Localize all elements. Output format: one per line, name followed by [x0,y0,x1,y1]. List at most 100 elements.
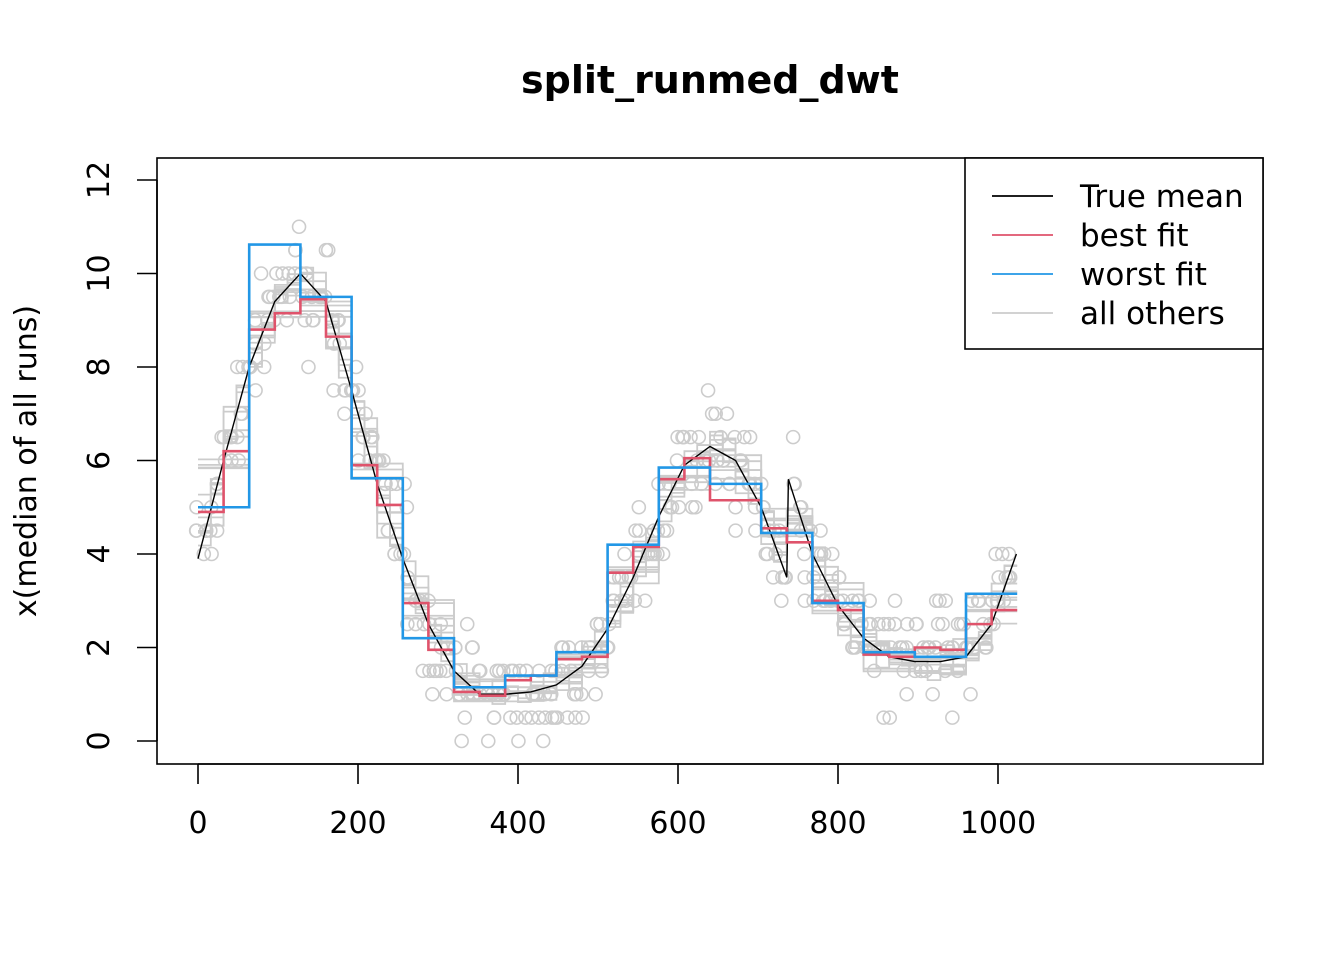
observation-point [248,383,263,398]
observation-point [581,663,596,679]
observation-point [459,616,475,632]
observation-point [684,499,700,515]
observation-point [320,242,336,258]
legend-best-fit-label: best fit [1080,218,1189,254]
observation-point [851,593,867,609]
y-tick-label: 10 [82,254,117,292]
observation-point [465,640,480,655]
observation-point [393,546,408,562]
observation-point [945,710,960,725]
observation-point [397,476,412,492]
observation-point [785,429,801,445]
observation-point [871,616,886,632]
y-axis-label: x(median of all runs) [9,305,44,617]
observation-point [938,593,954,609]
observation-point [511,733,526,749]
observation-point [326,383,341,398]
observation-point [774,593,789,609]
x-tick-label: 1000 [960,806,1036,841]
observation-point [348,359,364,375]
observation-point [297,312,313,328]
observation-point [503,663,519,679]
observation-point [588,686,603,702]
legend-true-mean-label: True mean [1079,179,1244,215]
observation-point [836,616,851,632]
x-tick-label: 400 [489,806,546,841]
observation-point [480,733,496,749]
legend-worst-fit-label: worst fit [1080,257,1207,293]
observation-point [935,616,950,632]
observation-point [509,710,525,725]
observation-point [691,429,707,445]
observation-point [301,359,316,375]
observation-point [560,710,575,725]
observation-point [845,593,860,609]
observation-point [438,663,454,679]
observation-point [291,219,307,235]
observation-point [594,663,610,679]
observation-point [368,453,384,468]
observation-point [306,312,321,328]
observation-point [728,499,743,515]
observation-point [713,429,728,445]
observation-point [887,593,903,609]
observation-point [736,429,752,445]
observation-point [777,570,793,585]
x-axis: 0 200 400 600 800 1000 [188,763,1036,841]
observation-point [971,593,987,609]
observation-point [486,710,502,725]
observation-point [899,616,915,632]
observation-point [930,616,946,632]
observation-point [512,663,528,679]
observation-point [882,710,898,725]
observation-point [719,406,735,422]
observation-point [568,686,584,702]
best-fit-line [198,297,1018,697]
observation-point [688,499,703,515]
observation-point [408,616,423,632]
x-tick-label: 800 [809,806,866,841]
observation-point [196,546,212,562]
observation-point [358,406,373,422]
observation-point [400,616,415,632]
y-tick-label: 6 [82,451,117,470]
observation-point [492,663,507,679]
observation-point [247,312,263,328]
observation-point [380,523,396,538]
observation-point [676,429,691,445]
observation-point [813,523,828,538]
legend-all-others-label: all others [1080,296,1225,332]
observation-point [617,546,632,562]
x-tick-label: 600 [649,806,706,841]
observation-point [589,616,605,632]
observation-point [628,523,643,538]
observation-point [925,686,940,702]
observation-point [876,710,891,725]
observation-point [655,546,671,562]
observation-point [568,710,583,725]
observation-point [637,593,653,609]
observation-point [439,686,454,702]
observation-point [786,476,802,492]
observation-point [963,686,978,702]
observation-point [704,406,720,422]
observation-point [908,616,924,632]
observation-point [656,523,672,538]
worst-fit-line [198,243,1018,689]
observation-point [204,546,219,562]
observation-point [537,710,553,725]
observation-point [575,710,590,725]
observation-point [422,663,437,679]
observation-point [432,663,448,679]
y-tick-label: 4 [82,544,117,563]
y-tick-label: 2 [82,638,117,657]
observation-point [876,616,892,632]
legend-box [964,157,1264,350]
observation-point [659,523,675,538]
observation-point [796,546,812,562]
observation-point [365,429,380,445]
observation-point [708,406,723,422]
observation-point [727,429,742,445]
